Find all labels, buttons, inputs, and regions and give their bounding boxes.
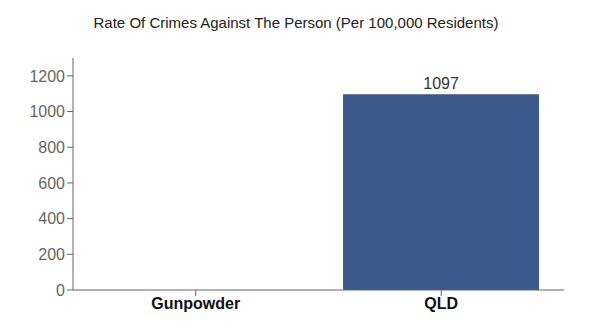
svg-text:Gunpowder: Gunpowder	[151, 295, 240, 312]
svg-text:800: 800	[38, 139, 65, 156]
svg-text:0: 0	[56, 282, 65, 299]
svg-text:1097: 1097	[423, 75, 459, 92]
svg-text:400: 400	[38, 210, 65, 227]
svg-text:600: 600	[38, 175, 65, 192]
svg-text:200: 200	[38, 246, 65, 263]
html-text:Rate Of Crimes Against The Per: Rate Of Crimes Against The Person (Per 1…	[93, 14, 499, 31]
svg-text:1200: 1200	[29, 68, 65, 85]
svg-text:1000: 1000	[29, 103, 65, 120]
svg-text:QLD: QLD	[424, 295, 458, 312]
